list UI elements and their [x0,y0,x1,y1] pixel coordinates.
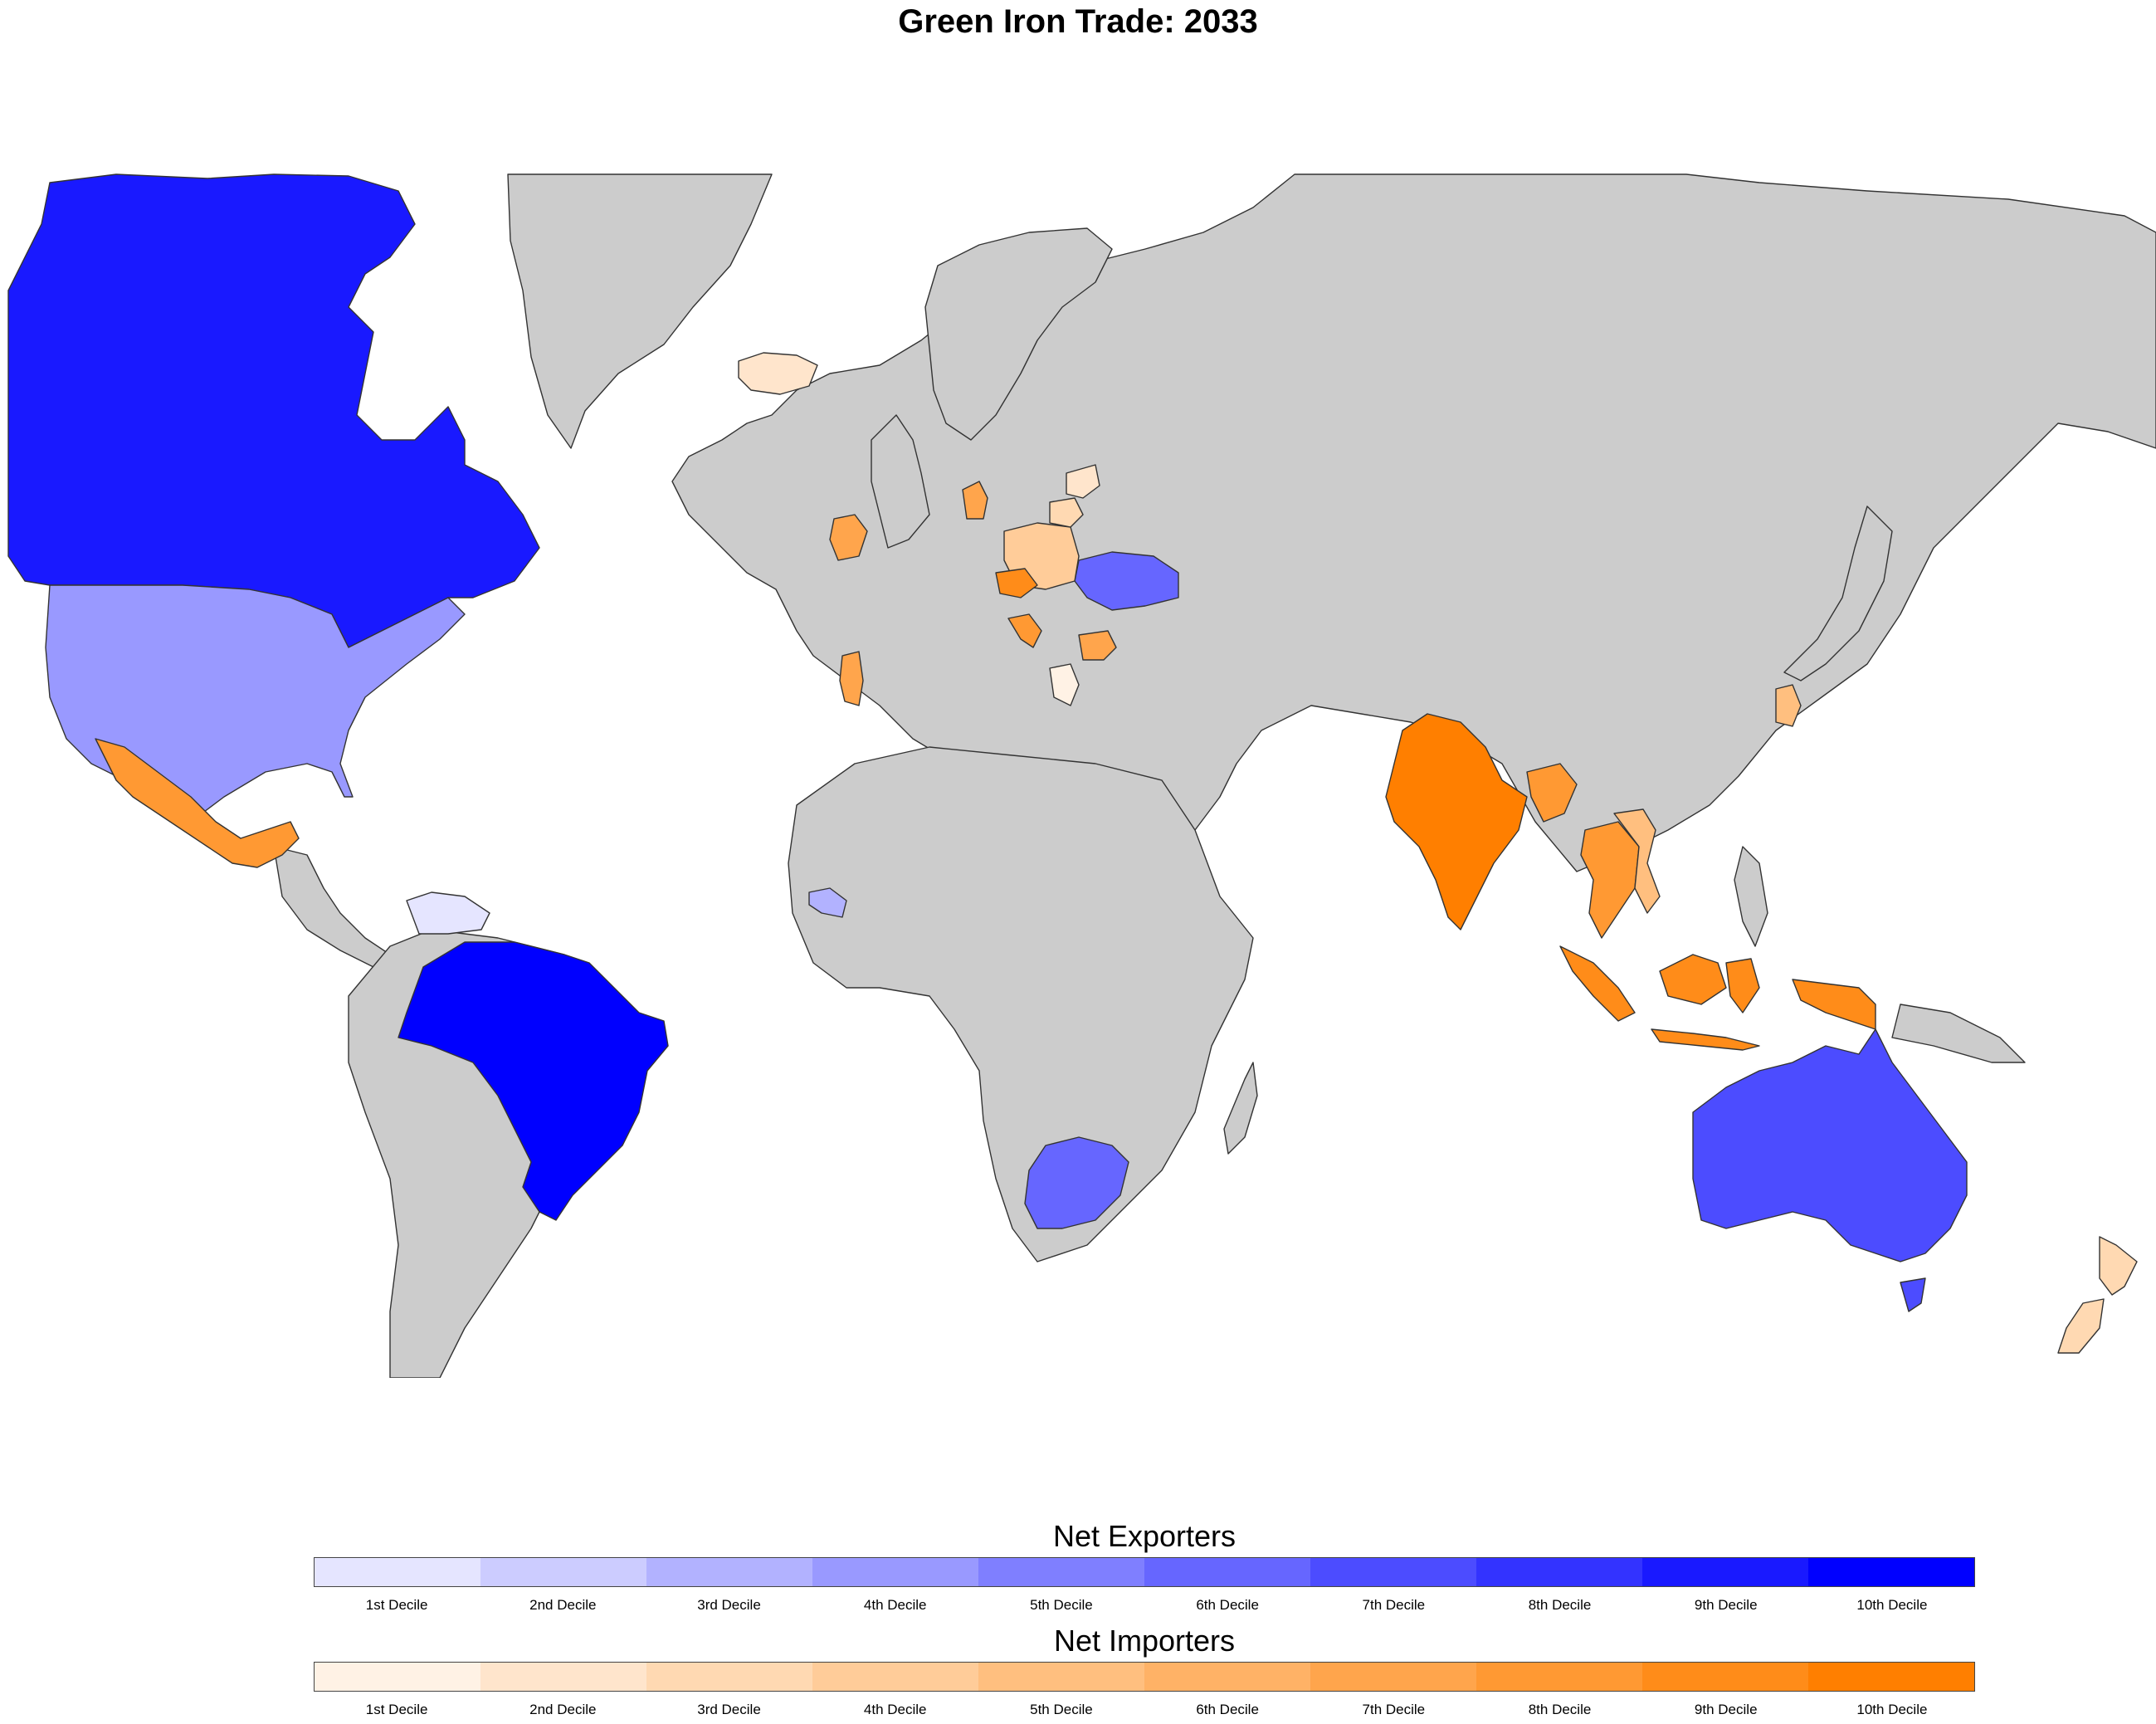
importers-swatch-9 [1642,1663,1808,1691]
importers-colorbar [314,1662,1975,1692]
country-canada [7,173,540,648]
country-vietnam [1613,808,1661,914]
map-title: Green Iron Trade: 2033 [898,3,1258,40]
importers-decile-label: 3rd Decile [697,1702,761,1717]
exporters-legend-title: Net Exporters [1052,1519,1237,1553]
exporters-decile-label: 4th Decile [863,1597,927,1613]
country-latvia [1066,464,1100,499]
importers-legend-title: Net Importers [1053,1624,1236,1658]
country-thailand [1580,821,1640,939]
country-czechia [995,568,1038,598]
exporters-decile-label: 7th Decile [1362,1597,1426,1613]
importers-decile-label: 6th Decile [1196,1702,1259,1717]
exporters-swatch-10 [1808,1558,1974,1586]
importers-decile-label: 8th Decile [1528,1702,1592,1717]
exporters-decile-labels: 1st Decile 2nd Decile 3rd Decile 4th Decile… [314,1597,1975,1614]
importers-swatch-6 [1144,1663,1310,1691]
country-portugal [839,651,864,706]
japan [1783,505,1893,681]
scandinavia [924,227,1113,441]
importers-swatch-4 [812,1663,978,1691]
importers-decile-label: 5th Decile [1030,1702,1093,1717]
importers-swatch-3 [646,1663,812,1691]
country-iceland [738,352,818,395]
importers-decile-label: 7th Decile [1362,1702,1426,1717]
exporters-colorbar [314,1557,1975,1587]
exporters-swatch-1 [315,1558,480,1586]
exporters-swatch-2 [480,1558,646,1586]
exporters-decile-label: 3rd Decile [697,1597,761,1613]
philippines-png [1734,846,2026,1063]
exporters-swatch-7 [1310,1558,1476,1586]
world-map [7,173,2156,1378]
country-guinea [808,887,847,918]
exporters-decile-label: 1st Decile [365,1597,428,1613]
country-greece [1049,663,1080,706]
country-ukraine [1074,551,1179,611]
exporters-swatch-6 [1144,1558,1310,1586]
country-new-zealand [2057,1236,2138,1354]
country-usa [45,584,466,823]
exporters-decile-label: 9th Decile [1694,1597,1758,1613]
importers-decile-labels: 1st Decile 2nd Decile 3rd Decile 4th Decile… [314,1702,1975,1718]
exporters-decile-label: 10th Decile [1856,1597,1928,1613]
country-bangladesh [1526,763,1578,823]
exporters-swatch-4 [812,1558,978,1586]
country-ireland [829,514,868,561]
importers-swatch-8 [1476,1663,1642,1691]
importers-swatch-7 [1310,1663,1476,1691]
central-america [273,846,391,968]
country-indonesia [1559,945,1876,1051]
country-tasmania [1900,1277,1926,1312]
country-lithuania [1049,497,1084,528]
exporters-swatch-9 [1642,1558,1808,1586]
madagascar [1223,1062,1258,1155]
importers-decile-label: 9th Decile [1694,1702,1758,1717]
importers-decile-label: 1st Decile [365,1702,428,1717]
country-australia [1692,1028,1968,1262]
country-bulgaria [1078,630,1117,661]
importers-decile-label: 10th Decile [1856,1702,1928,1717]
importer-countries [95,352,2138,1354]
importers-decile-label: 4th Decile [863,1702,927,1717]
exporters-decile-label: 6th Decile [1196,1597,1259,1613]
importers-decile-label: 2nd Decile [529,1702,597,1717]
importers-swatch-1 [315,1663,480,1691]
country-denmark [962,481,988,520]
africa [788,746,1254,1262]
country-south-korea [1775,684,1802,727]
country-india [1385,713,1528,930]
exporters-swatch-8 [1476,1558,1642,1586]
country-venezuela [406,891,490,935]
country-mexico [95,738,300,868]
importers-swatch-5 [978,1663,1144,1691]
country-brazil [398,941,669,1221]
greenland [507,173,773,449]
importers-swatch-2 [480,1663,646,1691]
britain [871,414,930,549]
exporter-countries [7,173,1968,1312]
exporters-decile-label: 8th Decile [1528,1597,1592,1613]
exporters-swatch-3 [646,1558,812,1586]
exporters-swatch-5 [978,1558,1144,1586]
importers-swatch-10 [1808,1663,1974,1691]
exporters-decile-label: 5th Decile [1030,1597,1093,1613]
country-south-africa [1024,1136,1129,1229]
exporters-decile-label: 2nd Decile [529,1597,597,1613]
country-croatia [1007,613,1042,648]
